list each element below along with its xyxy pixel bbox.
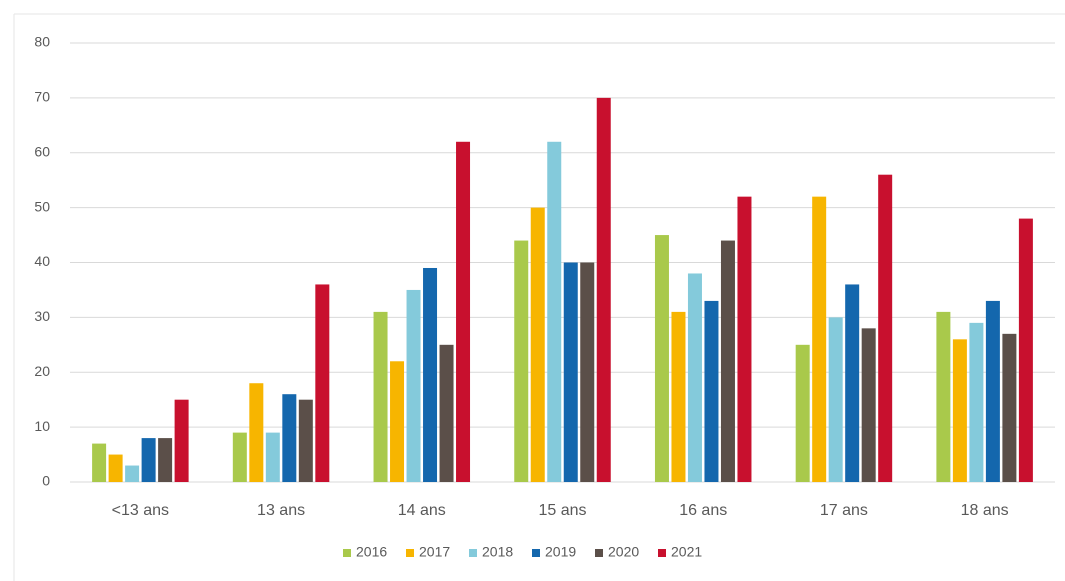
bar <box>654 235 669 482</box>
bar <box>812 196 827 482</box>
bar <box>282 394 297 482</box>
bar <box>861 328 876 482</box>
bar <box>563 262 578 482</box>
bar <box>315 284 330 482</box>
bar <box>687 273 702 482</box>
y-tick-label: 40 <box>34 253 50 269</box>
legend-swatch <box>343 549 351 557</box>
bar <box>704 300 719 482</box>
bar <box>232 432 247 482</box>
bar <box>108 454 123 482</box>
legend-swatch <box>469 549 477 557</box>
legend-swatch <box>406 549 414 557</box>
bar <box>969 322 984 482</box>
legend-label: 2017 <box>419 544 450 560</box>
bar <box>530 207 545 482</box>
bar <box>795 344 810 482</box>
x-tick-label: 18 ans <box>961 502 1009 519</box>
legend-label: 2018 <box>482 544 513 560</box>
x-tick-label: 15 ans <box>538 502 586 519</box>
bar <box>580 262 595 482</box>
bar <box>456 141 471 482</box>
y-tick-label: 0 <box>42 473 50 489</box>
legend-swatch <box>595 549 603 557</box>
bar <box>1018 218 1033 482</box>
bar <box>298 399 313 482</box>
bar <box>373 311 388 482</box>
y-tick-label: 70 <box>34 89 50 105</box>
bar <box>158 438 173 482</box>
legend-label: 2021 <box>671 544 702 560</box>
y-tick-label: 10 <box>34 418 50 434</box>
y-tick-label: 20 <box>34 363 50 379</box>
y-tick-label: 60 <box>34 143 50 159</box>
legend-swatch <box>532 549 540 557</box>
bar <box>514 240 529 482</box>
y-tick-label: 80 <box>34 34 50 50</box>
bar <box>423 267 438 482</box>
legend-swatch <box>658 549 666 557</box>
bar <box>265 432 280 482</box>
legend-label: 2016 <box>356 544 387 560</box>
bar <box>406 289 421 482</box>
x-tick-label: 13 ans <box>257 502 305 519</box>
x-tick-label: 14 ans <box>398 502 446 519</box>
y-tick-label: 30 <box>34 308 50 324</box>
bar <box>596 97 611 482</box>
bar <box>174 399 189 482</box>
bar <box>390 361 405 482</box>
x-tick-label: 17 ans <box>820 502 868 519</box>
bar <box>936 311 951 482</box>
bar <box>125 465 140 482</box>
bar <box>828 317 843 482</box>
bar <box>249 383 264 482</box>
bar <box>671 311 686 482</box>
bar <box>141 438 156 482</box>
bar <box>952 339 967 482</box>
bar <box>985 300 1000 482</box>
bar <box>737 196 752 482</box>
x-tick-label: <13 ans <box>112 502 169 519</box>
legend-label: 2020 <box>608 544 639 560</box>
legend-label: 2019 <box>545 544 576 560</box>
bar <box>1002 333 1017 482</box>
x-tick-label: 16 ans <box>679 502 727 519</box>
bar <box>878 174 893 482</box>
bar <box>845 284 860 482</box>
bar <box>720 240 735 482</box>
bar <box>439 344 454 482</box>
bar <box>547 141 562 482</box>
y-tick-label: 50 <box>34 198 50 214</box>
bar <box>92 443 107 482</box>
